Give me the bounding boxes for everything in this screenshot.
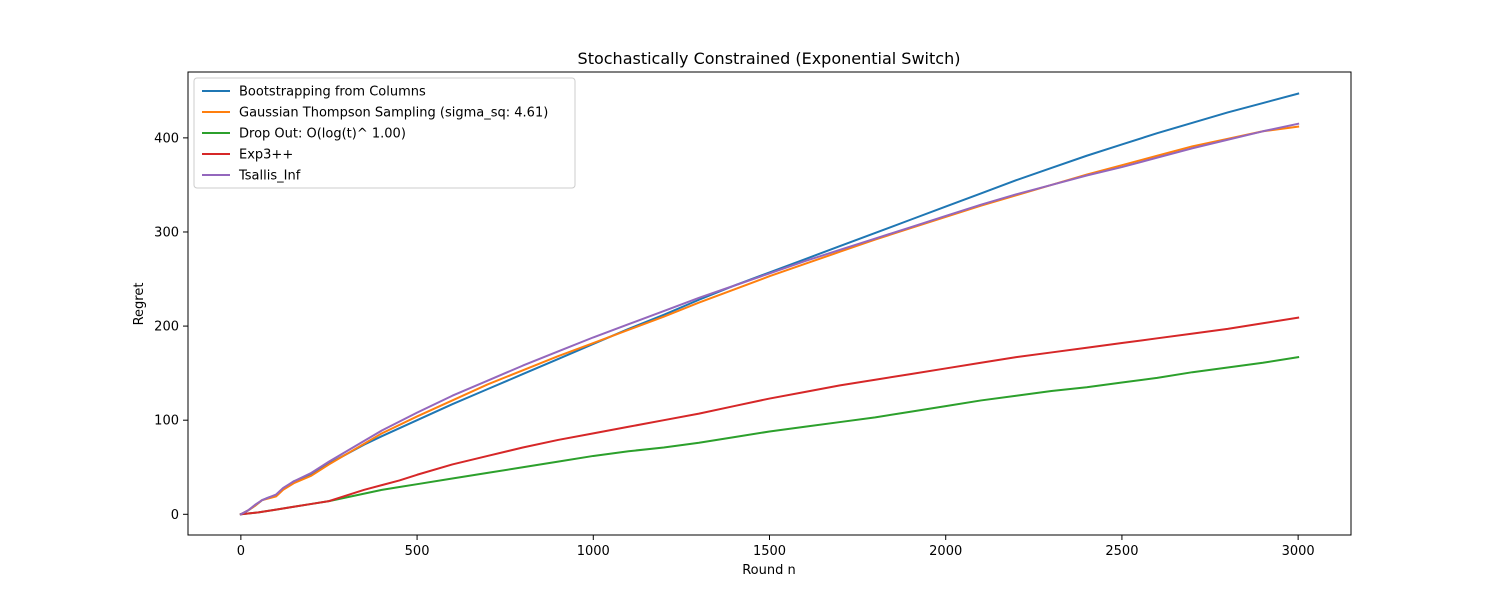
legend-label: Bootstrapping from Columns bbox=[239, 85, 426, 100]
legend-box bbox=[193, 77, 576, 189]
series-line bbox=[239, 122, 1300, 516]
y-tick-label: 300 bbox=[154, 225, 179, 240]
x-tick-label: 2500 bbox=[1105, 544, 1138, 559]
x-tick-label: 2000 bbox=[929, 544, 962, 559]
x-tick-label: 500 bbox=[405, 544, 430, 559]
legend: Bootstrapping from Columns Gaussian Thomp… bbox=[193, 77, 576, 189]
series-line bbox=[239, 355, 1300, 516]
x-tick-label: 1500 bbox=[753, 544, 786, 559]
series-group bbox=[239, 92, 1300, 516]
x-axis-label: Round n bbox=[742, 563, 796, 578]
y-tick-label: 100 bbox=[154, 414, 179, 429]
x-axis: 0 500 1000 1500 2000 2500 3000 bbox=[237, 535, 1315, 559]
legend-label: Drop Out: O(log(t)^ 1.00) bbox=[239, 127, 406, 142]
y-tick-label: 400 bbox=[154, 131, 179, 146]
x-tick-label: 0 bbox=[237, 544, 245, 559]
y-tick-label: 0 bbox=[171, 508, 179, 523]
legend-label: Exp3++ bbox=[239, 148, 293, 163]
y-axis-label: Regret bbox=[132, 283, 147, 326]
y-tick-label: 200 bbox=[154, 320, 179, 335]
x-tick-label: 3000 bbox=[1282, 544, 1315, 559]
x-tick-label: 1000 bbox=[577, 544, 610, 559]
y-axis: 0 100 200 300 400 bbox=[154, 131, 188, 523]
legend-label: Gaussian Thompson Sampling (sigma_sq: 4.… bbox=[239, 106, 548, 121]
series-line bbox=[239, 316, 1300, 516]
chart-title: Stochastically Constrained (Exponential … bbox=[578, 49, 961, 68]
legend-label: Tsallis_Inf bbox=[238, 169, 301, 184]
